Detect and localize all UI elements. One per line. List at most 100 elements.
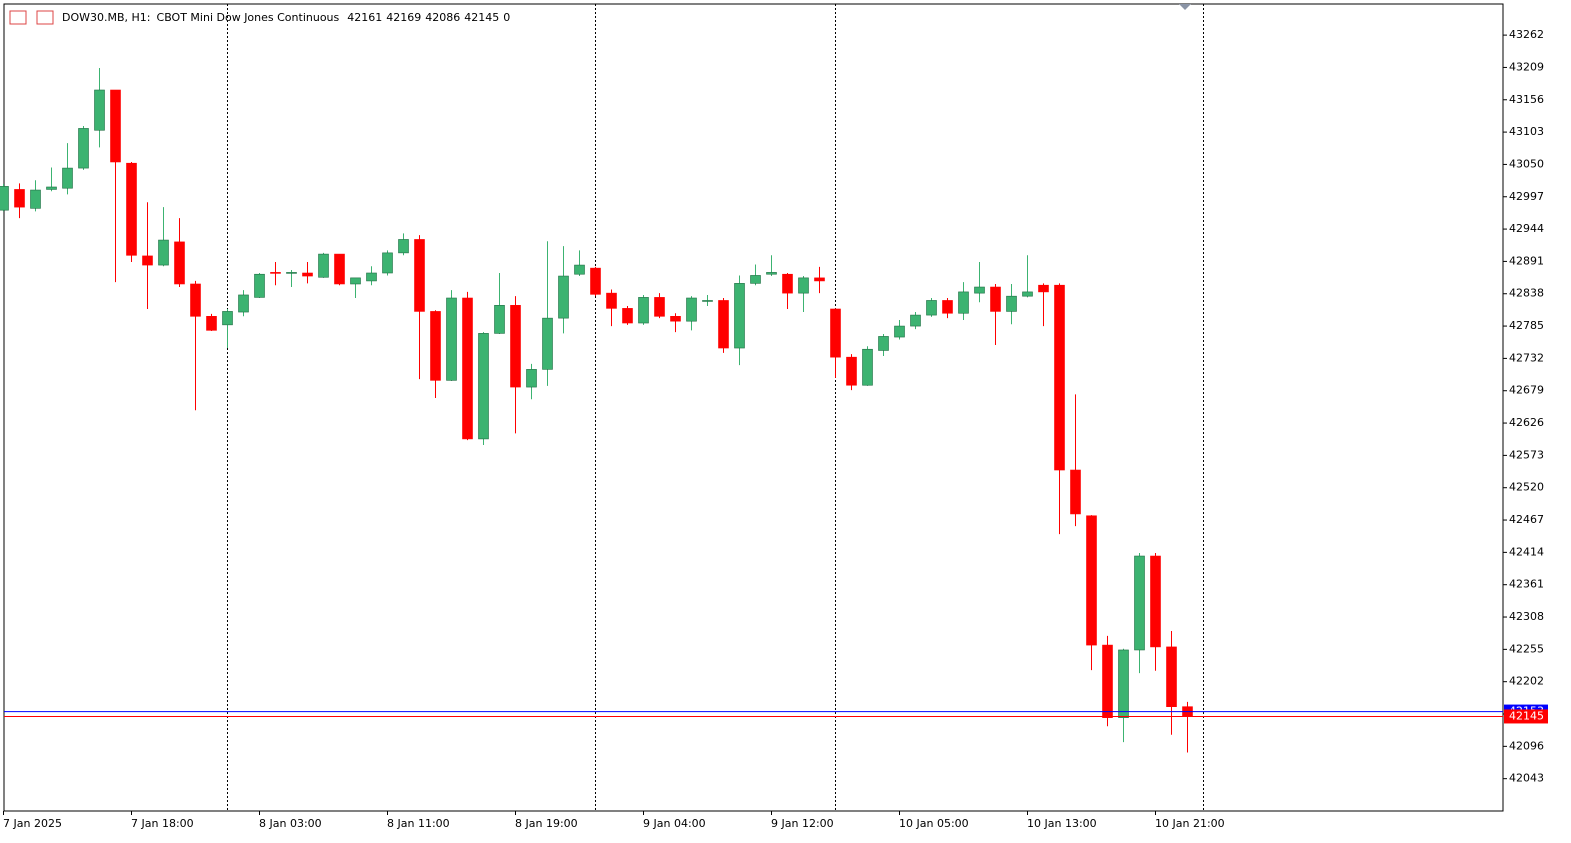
bid-label: 42145 xyxy=(1509,709,1544,722)
y-tick-label: 42255 xyxy=(1509,642,1544,655)
candle-body xyxy=(814,277,825,282)
candle-body xyxy=(478,333,489,440)
candle-body xyxy=(974,286,985,294)
candle-body xyxy=(1134,555,1145,651)
candle-body xyxy=(590,267,601,295)
plot-area xyxy=(3,3,1504,812)
y-tick-label: 42467 xyxy=(1509,513,1544,526)
candle-body xyxy=(894,325,905,338)
candle-body xyxy=(750,275,761,284)
candle-body xyxy=(654,297,665,317)
y-tick-label: 43050 xyxy=(1509,157,1544,170)
candle-body xyxy=(462,297,473,440)
shift-marker xyxy=(1179,4,1191,10)
candle-body xyxy=(574,264,585,275)
candle-body xyxy=(14,189,25,208)
x-tick-label: 7 Jan 18:00 xyxy=(131,817,194,830)
candle-body xyxy=(334,253,345,285)
candle-body xyxy=(1054,284,1065,471)
candle-body xyxy=(702,300,713,302)
candle-body xyxy=(510,305,521,388)
header-value: 42169 xyxy=(386,11,421,24)
candle-body xyxy=(494,305,505,334)
x-tick-label: 8 Jan 11:00 xyxy=(387,817,450,830)
candle-body xyxy=(830,308,841,358)
y-tick-label: 42732 xyxy=(1509,351,1544,364)
candle-body xyxy=(142,255,153,266)
candle-body xyxy=(1086,515,1097,646)
candle-body xyxy=(686,297,697,322)
candle-body xyxy=(94,89,105,131)
x-tick-label: 10 Jan 05:00 xyxy=(899,817,969,830)
candle-body xyxy=(366,272,377,282)
candle-body xyxy=(446,297,457,381)
x-tick-label: 8 Jan 03:00 xyxy=(259,817,322,830)
candle-body xyxy=(110,89,121,163)
candle-body xyxy=(174,241,185,285)
candle-body xyxy=(270,272,281,274)
candle-body xyxy=(558,275,569,319)
y-tick-label: 42520 xyxy=(1509,481,1544,494)
y-tick-label: 42573 xyxy=(1509,448,1544,461)
y-tick-label: 42096 xyxy=(1509,739,1544,752)
y-tick-label: 43103 xyxy=(1509,125,1544,138)
candle-body xyxy=(350,277,361,285)
candle-body xyxy=(238,294,249,313)
candle-body xyxy=(46,186,57,190)
candle-body xyxy=(1070,469,1081,515)
candle-body xyxy=(254,273,265,298)
candle-body xyxy=(158,239,169,266)
y-tick-label: 42679 xyxy=(1509,384,1544,397)
candle-body xyxy=(670,316,681,322)
y-tick-label: 42997 xyxy=(1509,190,1544,203)
y-tick-label: 42838 xyxy=(1509,287,1544,300)
y-tick-label: 43209 xyxy=(1509,60,1544,73)
header-value: 42086 xyxy=(425,11,460,24)
candle-body xyxy=(286,272,297,274)
y-tick-label: 42043 xyxy=(1509,772,1544,785)
description: CBOT Mini Dow Jones Continuous xyxy=(157,11,340,24)
header-value: 0 xyxy=(503,11,510,24)
candle-body xyxy=(1006,295,1017,312)
candle-body xyxy=(846,356,857,386)
candle-body xyxy=(606,292,617,309)
y-tick-label: 42414 xyxy=(1509,545,1544,558)
candle-body xyxy=(734,283,745,349)
candle-body xyxy=(542,317,553,370)
candle-body xyxy=(62,167,73,189)
candle-body xyxy=(126,162,137,256)
header: DOW30.MB, H1: CBOT Mini Dow Jones Continu… xyxy=(9,10,510,25)
candle-body xyxy=(718,300,729,349)
symbol: DOW30.MB, H1: xyxy=(62,11,151,24)
candle-body xyxy=(1022,291,1033,297)
y-tick-label: 42785 xyxy=(1509,319,1544,332)
candle-body xyxy=(926,300,937,316)
bid-label-box xyxy=(1504,709,1548,724)
y-tick-label: 42361 xyxy=(1509,578,1544,591)
y-tick-label: 42891 xyxy=(1509,254,1544,267)
candle-body xyxy=(414,239,425,312)
candle-body xyxy=(430,311,441,381)
icon xyxy=(9,10,27,25)
x-tick-label: 10 Jan 13:00 xyxy=(1027,817,1097,830)
candle-body xyxy=(222,311,233,326)
candle-body xyxy=(1150,555,1161,648)
candle-body xyxy=(782,273,793,294)
candle-body xyxy=(622,308,633,324)
candle-body xyxy=(398,239,409,254)
y-tick-label: 43262 xyxy=(1509,28,1544,41)
y-tick-label: 43156 xyxy=(1509,93,1544,106)
header-value: 42161 xyxy=(347,11,382,24)
x-tick-label: 9 Jan 12:00 xyxy=(771,817,834,830)
candle-body xyxy=(1118,649,1129,718)
y-tick-label: 42308 xyxy=(1509,610,1544,623)
x-tick-label: 7 Jan 2025 xyxy=(3,817,62,830)
candle-body xyxy=(30,189,41,209)
candle-body xyxy=(1038,284,1049,293)
candle-body xyxy=(942,300,953,314)
candle-body xyxy=(990,286,1001,312)
candle-body xyxy=(862,348,873,386)
candle-body xyxy=(0,186,9,211)
y-tick-label: 42626 xyxy=(1509,416,1544,429)
